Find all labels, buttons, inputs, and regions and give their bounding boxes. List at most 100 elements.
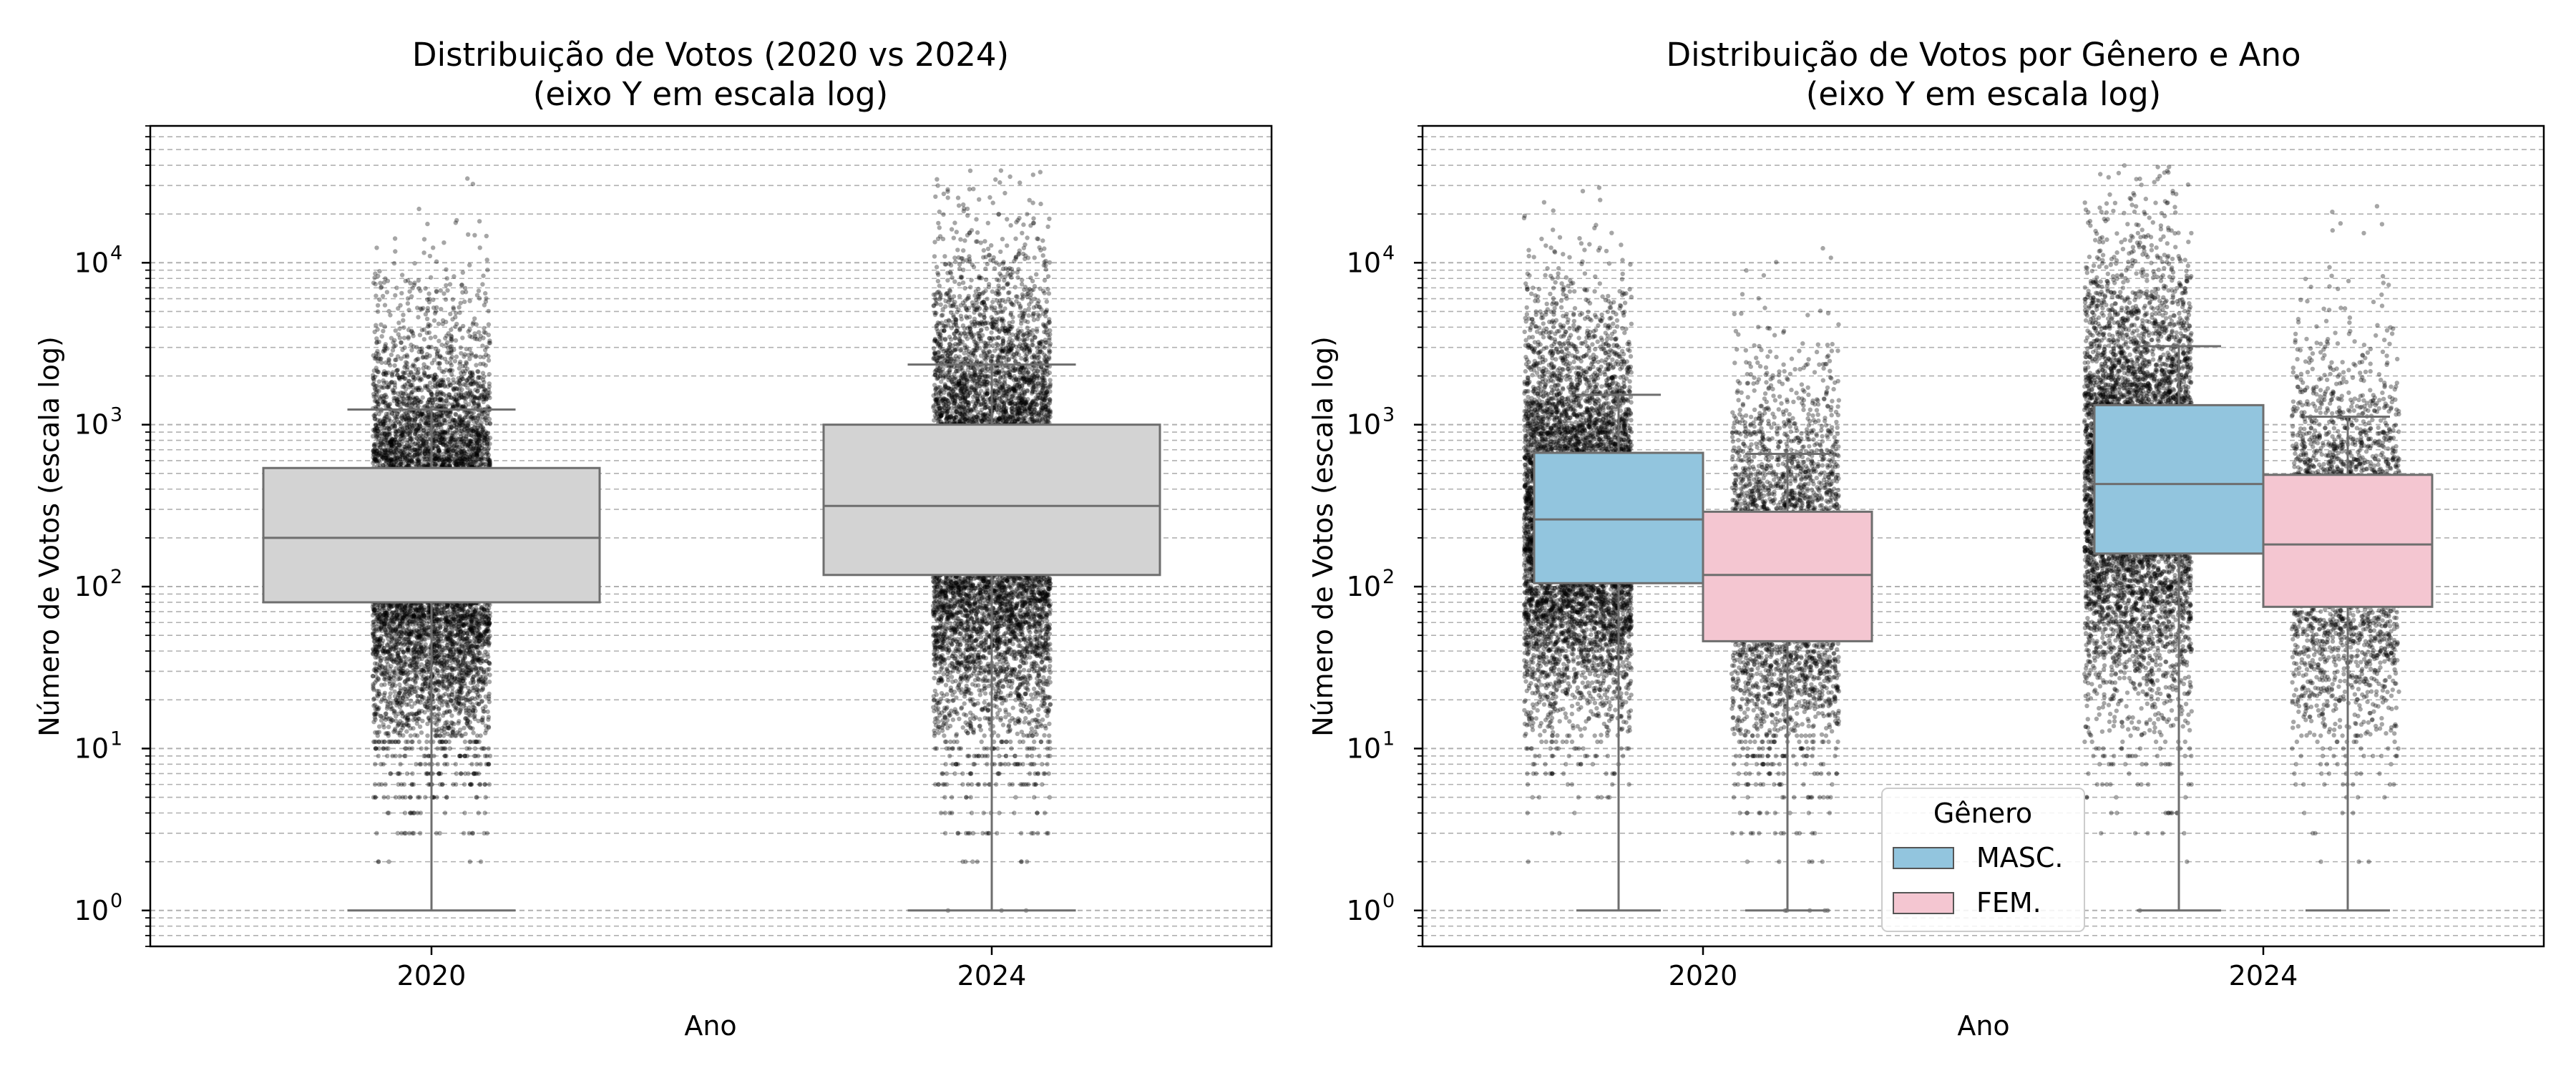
data-point [472,316,477,321]
data-point [486,746,491,751]
data-point [458,371,464,376]
data-point [482,810,487,815]
left-title-line-1: Distribuição de Votos (2020 vs 2024) [412,36,1009,74]
data-point [372,782,378,787]
data-point [384,411,389,416]
data-point [439,412,444,417]
data-point [409,459,414,464]
data-point [450,297,455,302]
data-point [444,602,450,607]
data-point [452,358,458,363]
data-point [392,610,397,615]
data-point [385,810,391,815]
data-point [479,443,485,448]
data-point [384,610,389,615]
data-point [390,624,395,629]
data-point [421,250,426,255]
data-point [486,322,492,327]
data-point [394,616,399,621]
data-point [385,702,390,707]
data-point [435,762,440,767]
data-point [411,726,416,731]
data-point [374,831,379,836]
data-point [424,625,429,630]
data-point [462,354,467,359]
data-point [462,739,468,745]
data-point [457,413,462,418]
data-point [458,345,463,351]
data-point [376,379,381,384]
data-point [487,680,492,685]
data-point [444,283,449,288]
data-point [379,451,384,457]
data-point [394,607,399,612]
data-point [479,421,484,426]
data-point [424,330,429,335]
data-point [437,429,442,435]
data-point [447,459,452,464]
data-point [425,704,430,710]
data-point [399,273,405,278]
data-point [484,638,489,643]
data-point [419,444,424,449]
data-point [447,351,452,356]
data-point [480,717,485,722]
data-point [448,356,454,361]
data-point [444,319,449,325]
data-point [422,703,428,709]
data-point [425,221,430,227]
data-point [465,176,470,181]
data-point [374,323,379,328]
data-point [445,288,450,293]
data-point [386,746,391,751]
data-point [487,372,492,377]
data-point [431,245,436,250]
data-point [462,456,467,461]
data-point [485,608,490,614]
data-point [474,795,479,800]
data-point [401,318,406,323]
data-point [386,859,391,864]
data-point [378,280,383,285]
data-point [445,340,450,345]
data-point [459,393,464,398]
data-point [416,366,421,372]
data-point [462,810,467,815]
data-point [372,702,378,707]
data-point [423,454,429,459]
data-point [424,383,430,388]
data-point [418,831,423,836]
data-point [477,245,482,250]
data-point [487,782,492,787]
data-point [465,609,471,614]
data-point [454,782,459,787]
data-point [401,335,407,340]
data-point [436,653,441,658]
data-point [459,608,465,613]
data-point [467,650,473,655]
data-point [436,688,441,693]
data-point [468,697,473,702]
data-point [475,619,481,624]
left-title-line-2: (eixo Y em escala log) [533,75,888,113]
data-point [457,366,462,371]
data-point [435,669,440,674]
data-point [406,640,411,645]
data-point [431,297,436,303]
data-point [427,373,432,378]
data-point [470,372,475,378]
data-point [384,455,389,461]
data-point [419,746,424,751]
data-point [424,316,430,321]
data-point [371,697,376,702]
data-point [458,300,463,305]
data-point [386,461,392,466]
data-point [453,762,458,767]
data-point [397,690,402,695]
data-point [416,716,421,721]
data-point [471,730,476,735]
data-point [472,746,478,751]
data-point [426,366,431,371]
data-point [478,859,484,864]
